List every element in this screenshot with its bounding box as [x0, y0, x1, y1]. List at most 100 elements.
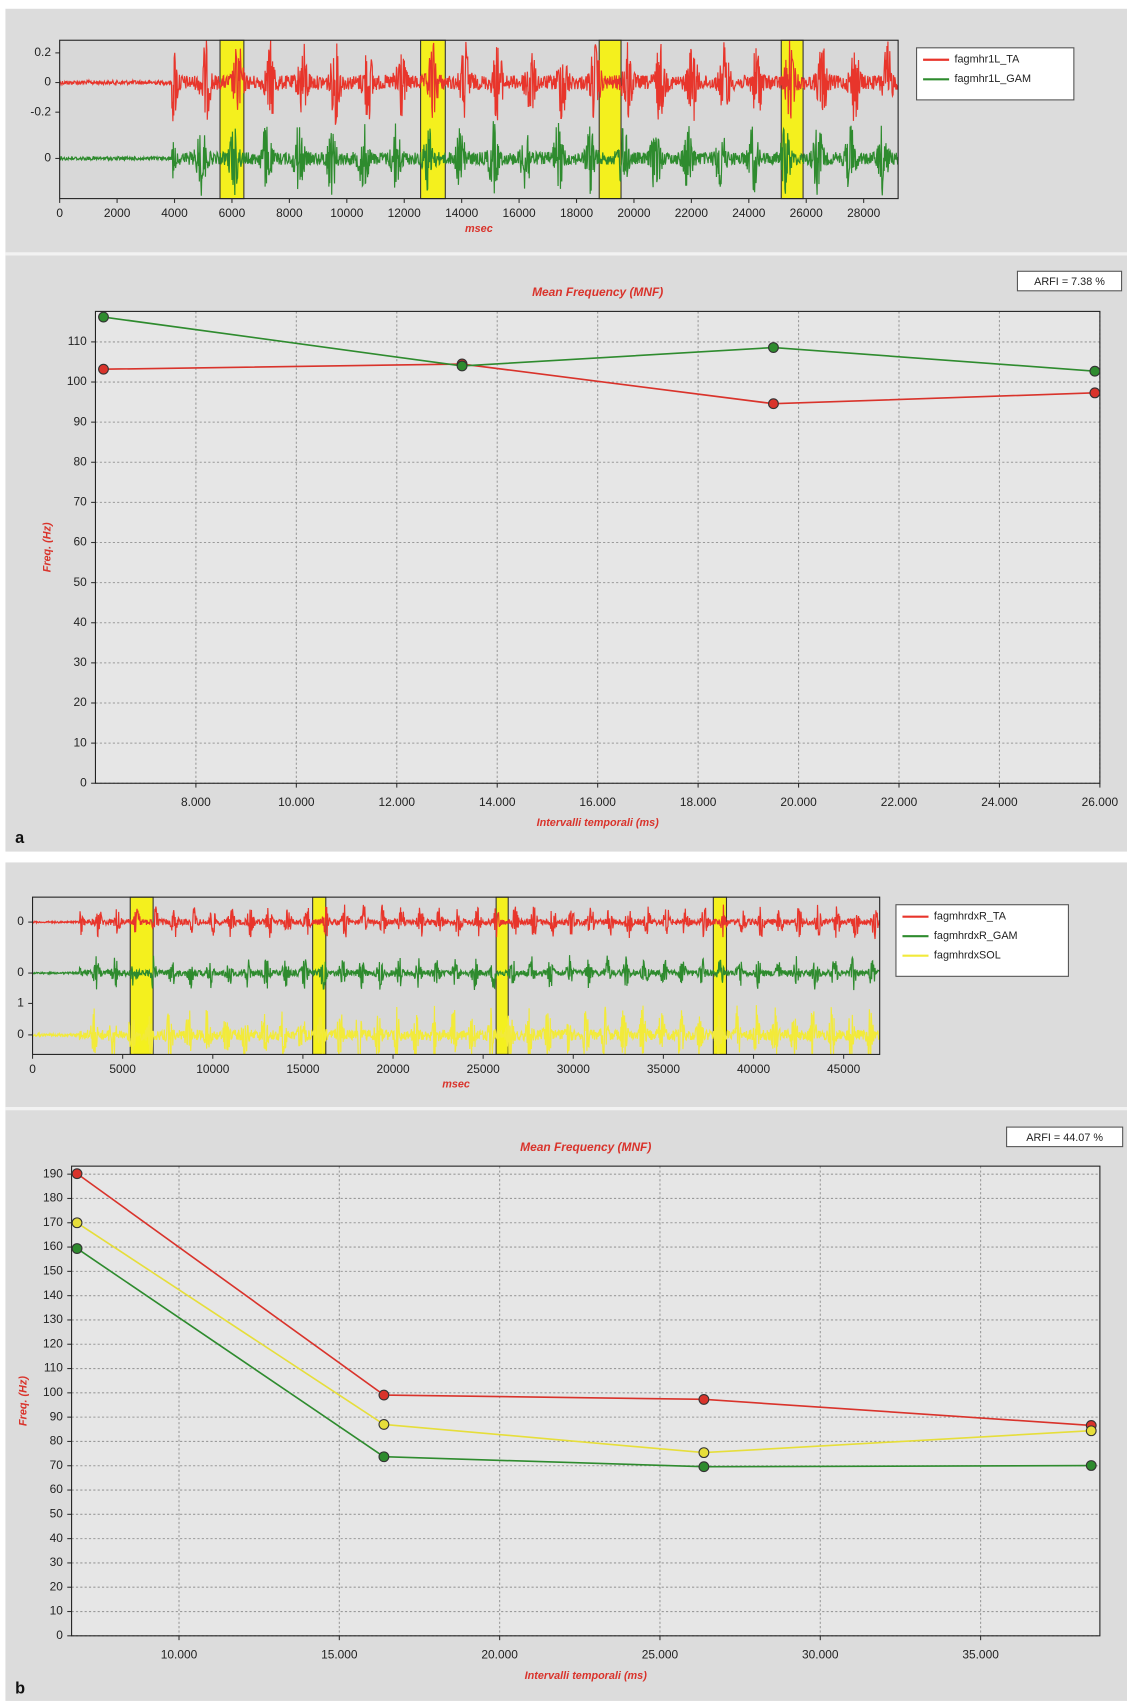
emg-trace — [32, 904, 880, 940]
x-tick-label: 26000 — [790, 206, 824, 220]
annotation: ARFI = 44.07 % — [1026, 1132, 1103, 1144]
y-tick-label: 80 — [50, 1434, 64, 1448]
plot-frame — [94, 310, 1101, 784]
highlight-band — [598, 39, 622, 200]
y-tick-label: 110 — [44, 1361, 63, 1375]
x-tick-label: 10000 — [196, 1062, 230, 1076]
data-point — [378, 1451, 390, 1463]
x-tick-label: 0 — [29, 1062, 36, 1076]
x-tick-label: 30.000 — [802, 1648, 839, 1662]
y-tick-label: 180 — [43, 1191, 63, 1205]
data-point — [71, 1168, 83, 1180]
y-tick-label: 20 — [50, 1579, 64, 1593]
data-point — [456, 360, 468, 372]
x-tick-label: 6000 — [219, 206, 246, 220]
x-tick-label: 18000 — [560, 206, 594, 220]
data-point — [71, 1243, 83, 1254]
x-tick-label: 26.000 — [1082, 795, 1119, 809]
x-tick-label: 16000 — [503, 206, 537, 220]
plot-frame — [59, 39, 899, 200]
x-tick-label: 20.000 — [780, 795, 817, 809]
x-tick-label: 15000 — [286, 1062, 320, 1076]
x-tick-label: 30000 — [557, 1062, 591, 1076]
y-tick-label: 130 — [43, 1312, 63, 1326]
x-tick-label: 35.000 — [962, 1648, 999, 1662]
y-tick-label: 0 — [80, 775, 87, 789]
y-tick-label: 120 — [43, 1336, 63, 1350]
data-point — [71, 1217, 83, 1229]
x-tick-label: 10000 — [330, 206, 364, 220]
y-tick-label: 160 — [43, 1239, 63, 1253]
y-tick-label: 0 — [44, 75, 51, 89]
data-point — [98, 363, 109, 375]
annotation-box — [1016, 270, 1123, 292]
x-tick-label: 12000 — [388, 206, 422, 220]
y-tick-label: 50 — [50, 1506, 64, 1520]
y-tick-label: 30 — [50, 1555, 64, 1569]
y-tick-label: 50 — [74, 575, 88, 589]
y-tick-label: 0 — [17, 914, 24, 928]
data-point — [378, 1419, 390, 1430]
y-tick-label: 10 — [74, 735, 88, 749]
y-tick-label: 0 — [56, 1628, 63, 1642]
x-tick-label: 24.000 — [981, 795, 1018, 809]
y-tick-label: 0 — [44, 151, 51, 165]
legend-label: fagmhr1L_TA — [955, 54, 1021, 66]
y-tick-label: 60 — [50, 1482, 64, 1496]
series-line — [76, 1247, 1092, 1468]
data-point — [698, 1461, 710, 1473]
legend-label: fagmhrdxR_GAM — [934, 930, 1018, 942]
x-tick-label: 22000 — [675, 206, 709, 220]
x-axis-label: msec — [442, 1079, 470, 1091]
y-tick-label: 100 — [67, 374, 87, 388]
y-tick-label: 90 — [50, 1409, 64, 1423]
x-tick-label: 20000 — [617, 206, 651, 220]
series-line — [103, 316, 1095, 372]
x-axis-label: Intervalli temporali (ms) — [537, 817, 660, 829]
x-tick-label: 14000 — [445, 206, 479, 220]
x-tick-label: 14.000 — [479, 795, 516, 809]
data-point — [768, 398, 779, 410]
series-line — [76, 1222, 1092, 1454]
data-point — [1089, 365, 1101, 377]
y-tick-label: 30 — [74, 655, 88, 669]
y-tick-label: 90 — [74, 414, 88, 428]
y-tick-label: 190 — [43, 1166, 63, 1180]
x-tick-label: 4000 — [161, 206, 188, 220]
series-line — [103, 363, 1095, 405]
legend-label: fagmhrdxR_TA — [934, 911, 1007, 923]
data-point — [768, 342, 779, 353]
plot-frame — [71, 1165, 1101, 1637]
data-point — [1085, 1460, 1097, 1471]
emg-trace — [32, 955, 880, 991]
annotation: ARFI = 7.38 % — [1034, 276, 1105, 288]
legend-label: fagmhr1L_GAM — [955, 73, 1031, 85]
y-tick-label: 150 — [43, 1264, 63, 1278]
y-axis-label: Freq. (Hz) — [42, 522, 54, 572]
data-point — [378, 1389, 390, 1401]
y-tick-label: 80 — [74, 454, 88, 468]
x-tick-label: 16.000 — [579, 795, 616, 809]
x-tick-label: 10.000 — [278, 795, 315, 809]
data-point — [1085, 1425, 1097, 1437]
x-tick-label: 20.000 — [481, 1648, 518, 1662]
emg-trace — [59, 121, 899, 196]
x-tick-label: 24000 — [732, 206, 766, 220]
x-tick-label: 8000 — [276, 206, 303, 220]
y-tick-label: 140 — [43, 1288, 63, 1302]
y-tick-label: 170 — [43, 1215, 63, 1229]
y-tick-label: 70 — [74, 495, 88, 509]
x-tick-label: 10.000 — [161, 1648, 198, 1662]
plot-area — [59, 40, 899, 199]
x-tick-label: 8.000 — [181, 795, 211, 809]
x-tick-label: 2000 — [104, 206, 131, 220]
y-tick-label: 10 — [50, 1604, 64, 1618]
data-point — [1089, 387, 1101, 399]
x-tick-label: 18.000 — [680, 795, 717, 809]
emg-trace — [32, 1005, 880, 1055]
x-tick-label: 20000 — [376, 1062, 410, 1076]
emg-trace — [59, 40, 899, 125]
series-line — [76, 1172, 1092, 1427]
data-point — [698, 1393, 710, 1405]
panel-label: b — [15, 1679, 25, 1697]
